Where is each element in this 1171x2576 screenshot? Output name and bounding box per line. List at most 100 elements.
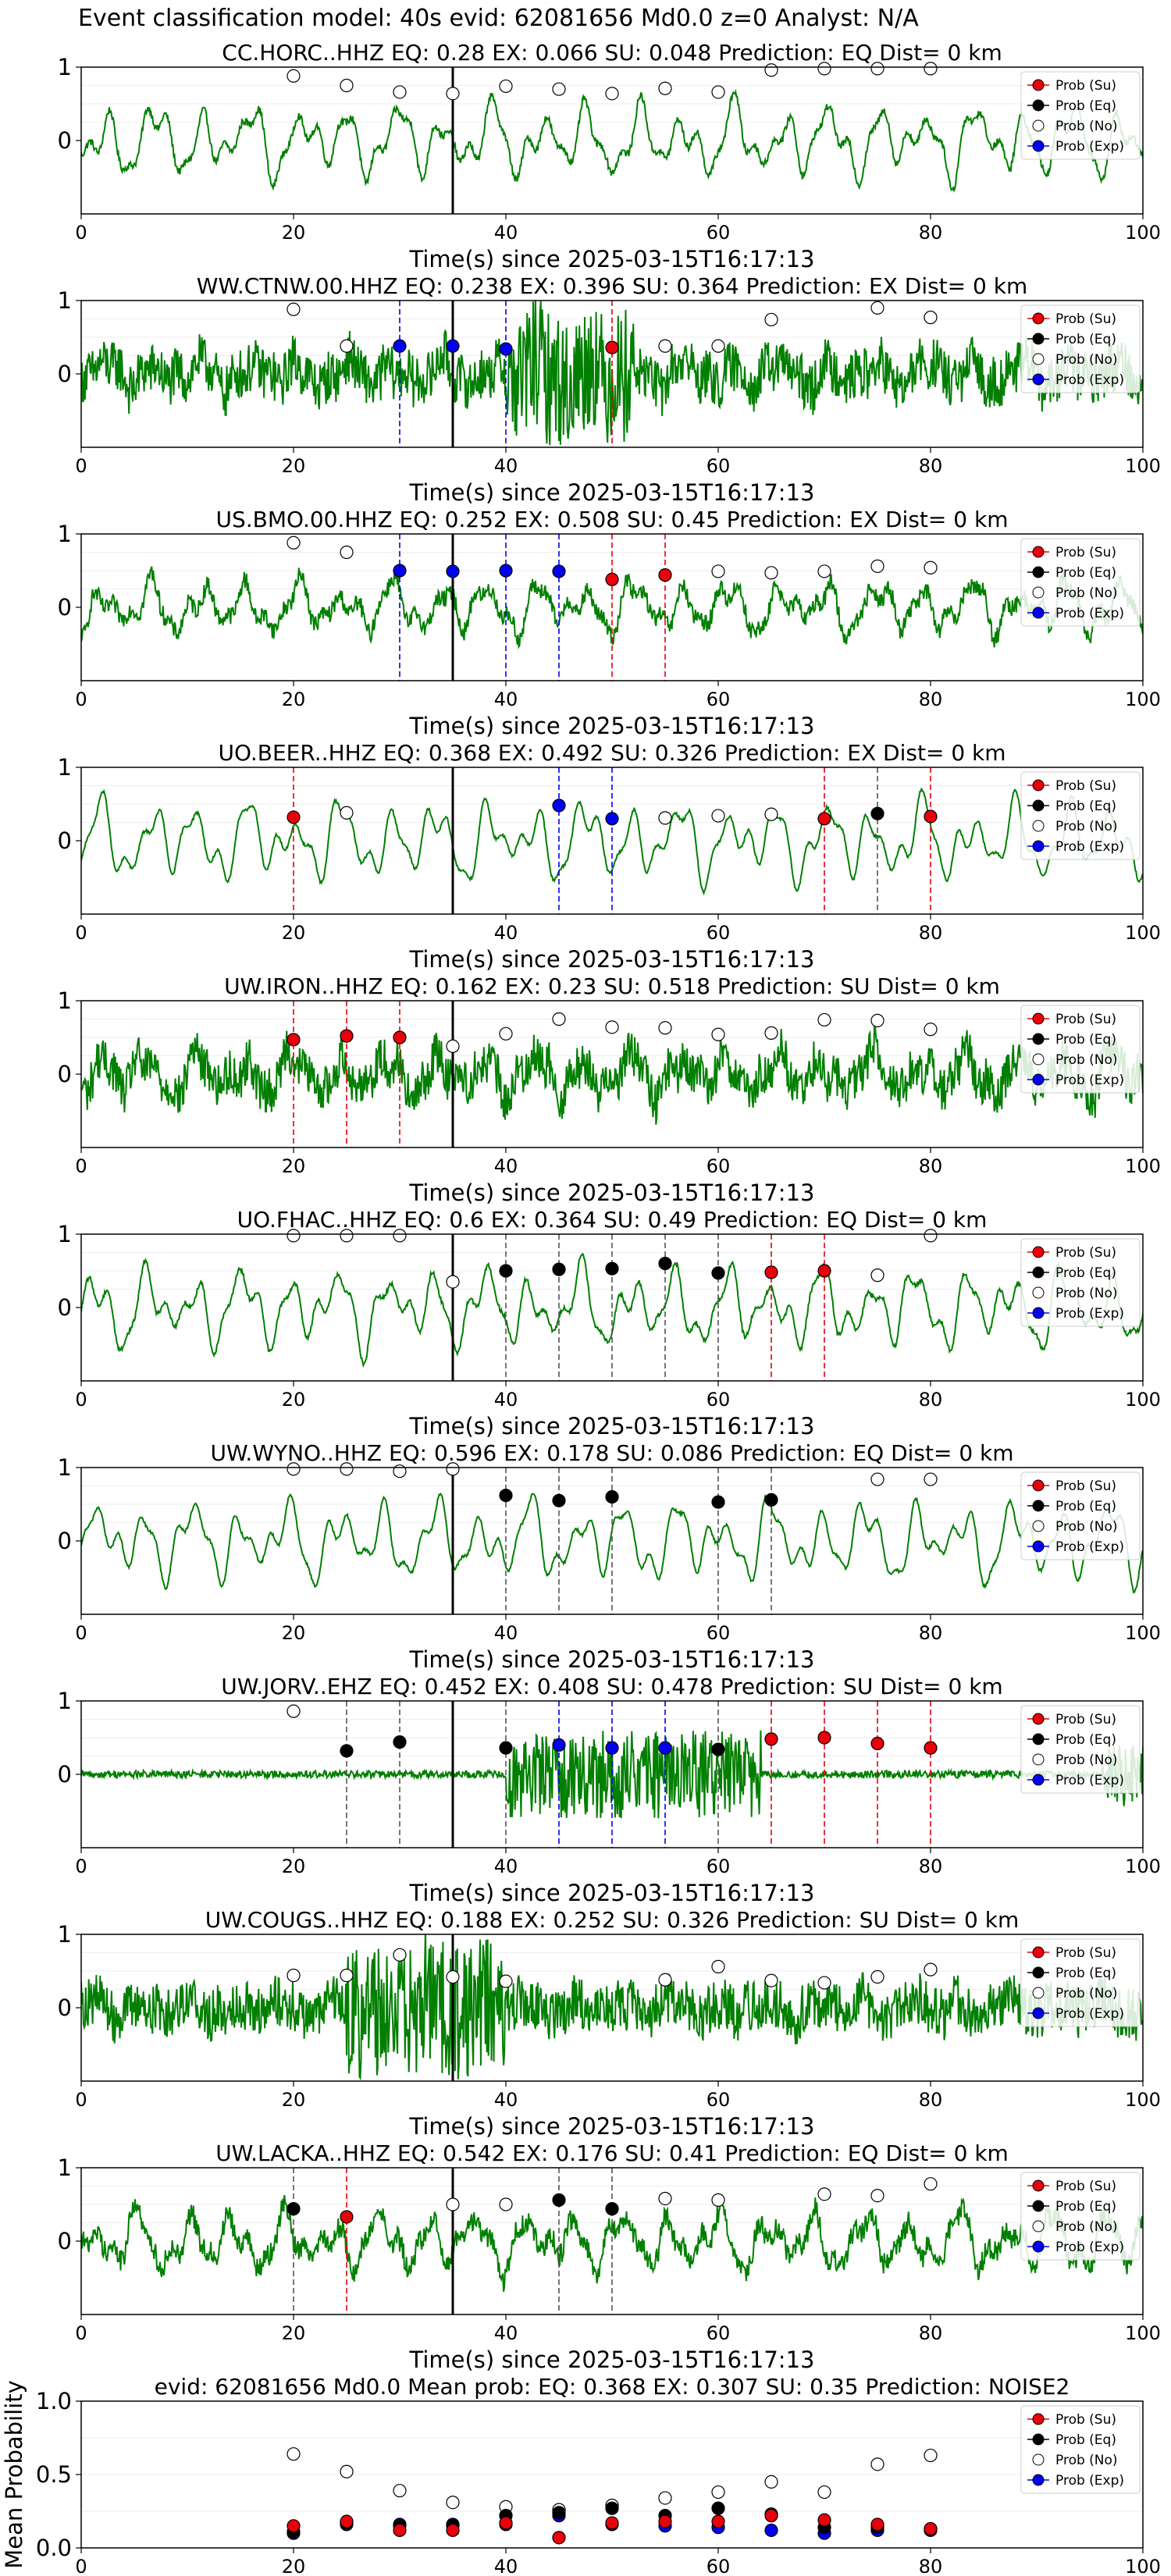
prob-no-point	[924, 1962, 938, 1976]
prob-no-point	[287, 69, 301, 83]
legend-swatch	[1032, 2220, 1045, 2233]
plot-area	[81, 767, 1143, 914]
prob-no-point	[605, 87, 619, 101]
panel-8: UW.JORV..EHZ EQ: 0.452 EX: 0.408 SU: 0.4…	[58, 1674, 1161, 1906]
y-tick-label: 1.0	[36, 2388, 72, 2414]
prob-no-point	[393, 2484, 407, 2498]
legend: Prob (Su) Prob (Eq) Prob (No) Prob (Exp)	[1020, 304, 1141, 393]
prob-eq-point	[552, 1493, 566, 1507]
x-tick-label: 20	[282, 222, 306, 244]
y-tick-label: 0	[58, 127, 72, 154]
legend-box	[1020, 304, 1141, 393]
prob-eq-point	[605, 1489, 619, 1504]
prob-no-point	[817, 1976, 831, 1990]
x-axis-label: Time(s) since 2025-03-15T16:17:13	[409, 1179, 815, 1206]
panel-2: WW.CTNW.00.HHZ EQ: 0.238 EX: 0.396 SU: 0…	[58, 273, 1161, 506]
x-axis-label: Time(s) since 2025-03-15T16:17:13	[409, 713, 815, 739]
prob-no-point	[870, 2189, 884, 2203]
legend-swatch	[1032, 2007, 1045, 2019]
prob-no-point	[711, 1027, 725, 1041]
panel-title: US.BMO.00.HHZ EQ: 0.252 EX: 0.508 SU: 0.…	[216, 507, 1009, 532]
panel-7: UW.WYNO..HHZ EQ: 0.596 EX: 0.178 SU: 0.0…	[58, 1440, 1161, 1673]
prob-su-point	[287, 2519, 301, 2533]
prob-no-point	[711, 809, 725, 823]
prob-no-point	[764, 566, 778, 580]
panel-10: UW.LACKA..HHZ EQ: 0.542 EX: 0.176 SU: 0.…	[58, 2140, 1161, 2373]
prob-su-point	[393, 2523, 407, 2538]
y-tick-label: 0	[58, 594, 72, 621]
legend-swatch	[1032, 1246, 1045, 1258]
prob-eq-point	[605, 2501, 619, 2515]
prob-exp-point	[552, 1738, 566, 1752]
y-tick-label: 0	[58, 1994, 72, 2021]
x-tick-label: 20	[282, 455, 306, 477]
legend-swatch	[1032, 1012, 1045, 1025]
legend-label: Prob (No)	[1055, 585, 1118, 601]
prob-su-point	[658, 568, 672, 582]
y-tick-label: 1	[58, 287, 72, 314]
prob-no-point	[446, 87, 460, 101]
x-tick-label: 80	[919, 1856, 943, 1877]
legend-label: Prob (Exp)	[1055, 1773, 1124, 1788]
prob-no-point	[658, 811, 672, 825]
prob-no-point	[340, 1462, 354, 1476]
legend-swatch	[1032, 1540, 1045, 1553]
x-tick-label: 100	[1125, 2322, 1161, 2344]
x-tick-label: 60	[707, 455, 731, 477]
legend-swatch	[1032, 840, 1045, 852]
prob-su-point	[605, 572, 619, 586]
legend-swatch	[1032, 1307, 1045, 1319]
legend: Prob (Su) Prob (Eq) Prob (No) Prob (Exp)	[1020, 1938, 1141, 2027]
legend: Prob (Su) Prob (Eq) Prob (No) Prob (Exp)	[1020, 1471, 1141, 1560]
x-tick-label: 40	[494, 1389, 518, 1411]
x-tick-label: 60	[707, 222, 731, 244]
legend-swatch	[1032, 140, 1045, 152]
legend-swatch	[1032, 546, 1045, 558]
prob-no-point	[340, 78, 354, 93]
x-tick-label: 40	[494, 922, 518, 944]
prob-no-point	[764, 63, 778, 77]
y-tick-label: 1	[58, 1688, 72, 1714]
prob-no-point	[817, 2187, 831, 2201]
y-axis-label: Mean Probability	[1, 2380, 27, 2569]
prob-no-point	[393, 1464, 407, 1478]
legend-label: Prob (Eq)	[1055, 1032, 1116, 1048]
legend-swatch	[1032, 1733, 1045, 1745]
prob-su-point	[870, 1736, 884, 1751]
x-axis-label: Time(s) since 2025-03-15T16:17:13	[409, 1646, 815, 1673]
legend-swatch	[1032, 1286, 1045, 1299]
legend-swatch	[1032, 1774, 1045, 1786]
prob-no-point	[870, 2457, 884, 2471]
prob-eq-point	[764, 1493, 778, 1507]
legend-swatch	[1032, 1946, 1045, 1959]
x-axis-label: Time(s) since 2025-03-15T16:17:13	[409, 946, 815, 973]
prob-no-point	[287, 2447, 301, 2461]
legend-swatch	[1032, 2179, 1045, 2192]
waveform-line	[81, 1022, 1143, 1125]
prob-no-point	[340, 1969, 354, 1983]
prob-exp-point	[764, 2523, 778, 2538]
legend-label: Prob (No)	[1055, 1752, 1118, 1768]
prob-su-point	[817, 812, 831, 826]
x-tick-label: 20	[282, 2322, 306, 2344]
prob-no-point	[658, 1973, 672, 1987]
x-tick-label: 20	[282, 922, 306, 944]
prob-no-point	[287, 535, 301, 550]
x-tick-label: 20	[282, 688, 306, 710]
prob-no-point	[340, 2464, 354, 2478]
prob-no-point	[870, 62, 884, 76]
y-tick-label: 1	[58, 521, 72, 547]
prob-no-point	[658, 2491, 672, 2505]
legend: Prob (Su) Prob (Eq) Prob (No) Prob (Exp)	[1020, 1005, 1141, 1094]
panel-4: UO.BEER..HHZ EQ: 0.368 EX: 0.492 SU: 0.3…	[58, 740, 1161, 973]
prob-no-point	[817, 564, 831, 578]
y-tick-label: 1	[58, 54, 72, 80]
waveform-line	[81, 1493, 1143, 1594]
legend-label: Prob (Exp)	[1055, 2473, 1124, 2489]
panel-title: UW.IRON..HHZ EQ: 0.162 EX: 0.23 SU: 0.51…	[224, 973, 1000, 999]
panel-title: WW.CTNW.00.HHZ EQ: 0.238 EX: 0.396 SU: 0…	[197, 273, 1027, 299]
prob-no-point	[287, 1704, 301, 1718]
y-tick-label: 1	[58, 1221, 72, 1247]
x-tick-label: 80	[919, 2089, 943, 2111]
